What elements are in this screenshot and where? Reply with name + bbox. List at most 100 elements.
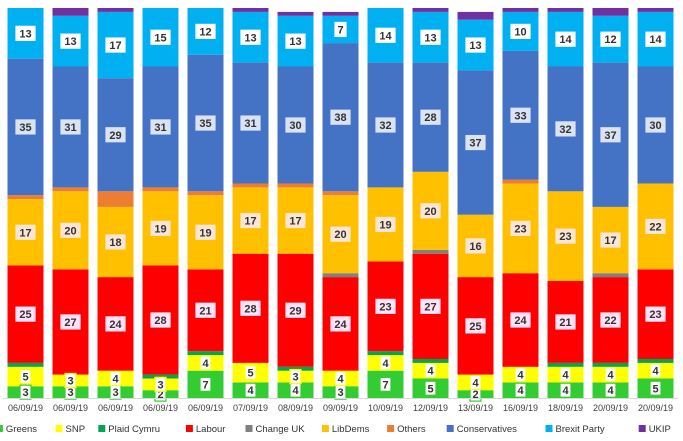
- bar-segment-others: [277, 183, 314, 188]
- data-label-brexit-party: 13: [424, 32, 436, 44]
- bar-segment-others: [502, 179, 539, 184]
- data-label-box-labour: [465, 318, 486, 334]
- data-label-box-libdems: [240, 212, 261, 229]
- data-label-conservatives: 32: [379, 120, 391, 132]
- data-label-box-snp: [559, 367, 572, 383]
- data-label-labour: 28: [154, 315, 166, 327]
- bar-segment-ukip: [232, 8, 269, 12]
- data-label-box-snp: [469, 374, 482, 390]
- legend-label: Change UK: [256, 424, 306, 435]
- data-label-greens: 5: [427, 383, 433, 395]
- data-label-box-libdems: [510, 220, 531, 236]
- data-label-box-libdems: [150, 220, 171, 236]
- data-label-snp: 4: [427, 366, 434, 378]
- bar-segment-ukip: [637, 8, 674, 12]
- x-tick-label: 18/09/19: [548, 403, 583, 413]
- data-label-libdems: 23: [514, 223, 526, 235]
- data-label-conservatives: 35: [19, 122, 31, 134]
- data-label-box-snp: [244, 365, 257, 381]
- data-label-conservatives: 35: [199, 118, 211, 130]
- data-label-brexit-party: 10: [514, 26, 526, 38]
- data-label-box-snp: [334, 370, 347, 387]
- bar-segment-plaid-cymru: [547, 362, 584, 367]
- data-label-libdems: 16: [469, 241, 481, 253]
- data-label-box-labour: [555, 314, 576, 330]
- bar-segment-plaid-cymru: [592, 362, 629, 367]
- data-label-snp: 4: [562, 370, 569, 382]
- x-tick-label: 09/09/19: [323, 403, 358, 413]
- data-label-greens: 4: [517, 385, 524, 397]
- data-label-box-libdems: [420, 203, 441, 219]
- data-label-brexit-party: 17: [109, 40, 121, 52]
- legend-swatch: [638, 425, 646, 432]
- data-label-brexit-party: 14: [649, 34, 662, 46]
- data-label-box-libdems: [645, 218, 666, 234]
- x-tick-label: 06/09/19: [8, 403, 43, 413]
- bar-segment-ukip: [547, 8, 584, 12]
- data-label-box-libdems: [195, 224, 216, 240]
- bar-segment-plaid-cymru: [7, 362, 44, 367]
- data-label-greens: 2: [472, 389, 478, 401]
- data-label-box-brexit-party: [555, 31, 576, 47]
- data-label-box-conservatives: [330, 109, 351, 125]
- data-label-greens: 5: [652, 383, 658, 395]
- data-label-box-snp: [649, 363, 662, 379]
- data-label-labour: 25: [469, 321, 481, 333]
- bar-segment-plaid-cymru: [142, 374, 179, 379]
- x-tick-label: 10/09/19: [368, 403, 403, 413]
- data-label-box-labour: [510, 312, 531, 328]
- data-label-box-greens: [424, 380, 437, 396]
- x-tick-label: 07/09/19: [233, 403, 268, 413]
- data-label-box-snp: [154, 376, 167, 392]
- data-label-labour: 27: [424, 301, 436, 313]
- bar-segment-change-uk: [322, 273, 359, 278]
- bar-segment-others: [232, 183, 269, 188]
- data-label-box-labour: [60, 314, 81, 330]
- bar-segment-others: [322, 191, 359, 196]
- data-label-conservatives: 31: [64, 122, 76, 134]
- data-label-labour: 23: [649, 309, 661, 321]
- legend-item-change-uk: Change UK: [245, 424, 306, 435]
- legend-item-brexit-party: Brexit Party: [545, 424, 605, 435]
- legend-label: SNP: [66, 424, 86, 435]
- data-label-box-labour: [150, 312, 171, 328]
- data-label-labour: 21: [199, 305, 211, 317]
- data-label-box-labour: [645, 306, 666, 322]
- data-label-greens: 4: [247, 385, 254, 397]
- data-label-box-brexit-party: [375, 27, 396, 43]
- data-label-box-snp: [289, 368, 302, 385]
- data-label-snp: 5: [247, 368, 253, 380]
- data-label-box-brexit-party: [600, 31, 621, 47]
- data-label-box-libdems: [15, 224, 36, 240]
- x-tick-label: 06/09/19: [53, 403, 88, 413]
- data-label-box-labour: [15, 306, 36, 322]
- data-label-libdems: 22: [649, 221, 661, 233]
- data-label-box-brexit-party: [195, 23, 216, 39]
- data-label-box-greens: [19, 384, 32, 400]
- data-label-brexit-party: 13: [64, 36, 76, 48]
- data-label-box-greens: [379, 376, 392, 392]
- data-label-libdems: 23: [559, 231, 571, 243]
- legend-label: Conservatives: [457, 424, 517, 435]
- data-label-box-labour: [285, 302, 306, 318]
- bar-segment-others: [142, 187, 179, 192]
- data-label-libdems: 20: [424, 206, 436, 218]
- data-label-box-libdems: [330, 226, 351, 242]
- x-tick-label: 12/09/19: [413, 403, 448, 413]
- data-label-box-snp: [424, 363, 437, 379]
- data-label-box-conservatives: [600, 127, 621, 143]
- legend-swatch: [387, 425, 395, 432]
- legend-label: Brexit Party: [556, 424, 605, 435]
- data-label-box-labour: [195, 302, 216, 318]
- data-label-labour: 27: [64, 317, 76, 329]
- data-label-conservatives: 38: [334, 112, 346, 124]
- data-label-box-libdems: [555, 228, 576, 244]
- data-label-box-libdems: [600, 232, 621, 248]
- data-label-box-greens: [244, 382, 257, 398]
- data-label-snp: 4: [382, 358, 389, 370]
- data-label-libdems: 17: [604, 235, 616, 247]
- x-axis-tick-labels: 06/09/19 06/09/19 06/09/19 06/09/19 06/09/19…: [8, 403, 673, 413]
- data-label-box-conservatives: [15, 119, 36, 135]
- data-label-libdems: 20: [334, 229, 346, 241]
- data-label-brexit-party: 12: [199, 26, 211, 38]
